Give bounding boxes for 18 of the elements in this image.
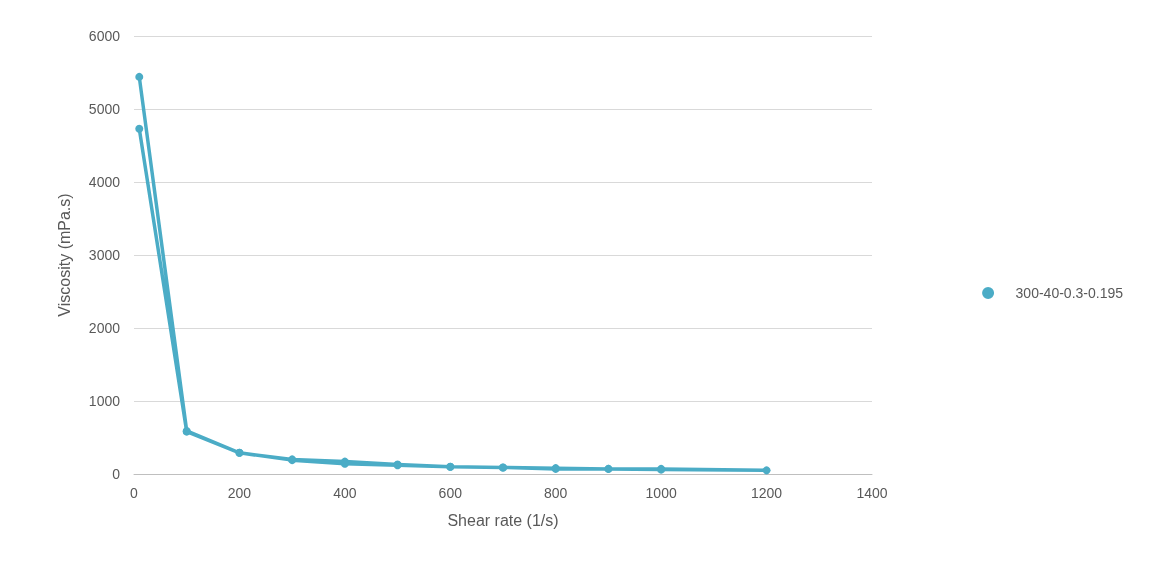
x-tick-label: 1400: [856, 485, 888, 501]
y-axis-title: Viscosity (mPa.s): [55, 193, 73, 317]
y-tick-label: 6000: [88, 28, 121, 44]
x-axis-title: Shear rate (1/s): [447, 511, 559, 529]
x-tick-label: 800: [544, 485, 568, 501]
y-tick-label: 5000: [88, 101, 121, 117]
y-tick-label: 2000: [88, 320, 121, 336]
x-tick-label: 1000: [645, 485, 677, 501]
y-tick-label: 3000: [88, 247, 121, 263]
y-tick-label: 0: [112, 466, 121, 482]
x-tick-label: 600: [438, 485, 463, 501]
x-tick-label: 400: [333, 485, 357, 501]
y-tick-label: 1000: [88, 393, 121, 409]
x-tick-label: 1200: [750, 485, 783, 501]
x-tick-label: 200: [227, 485, 252, 501]
legend-label: 300-40-0.3-0.195: [1015, 285, 1124, 301]
x-tick-label: 0: [130, 485, 139, 501]
y-tick-label: 4000: [88, 174, 121, 190]
